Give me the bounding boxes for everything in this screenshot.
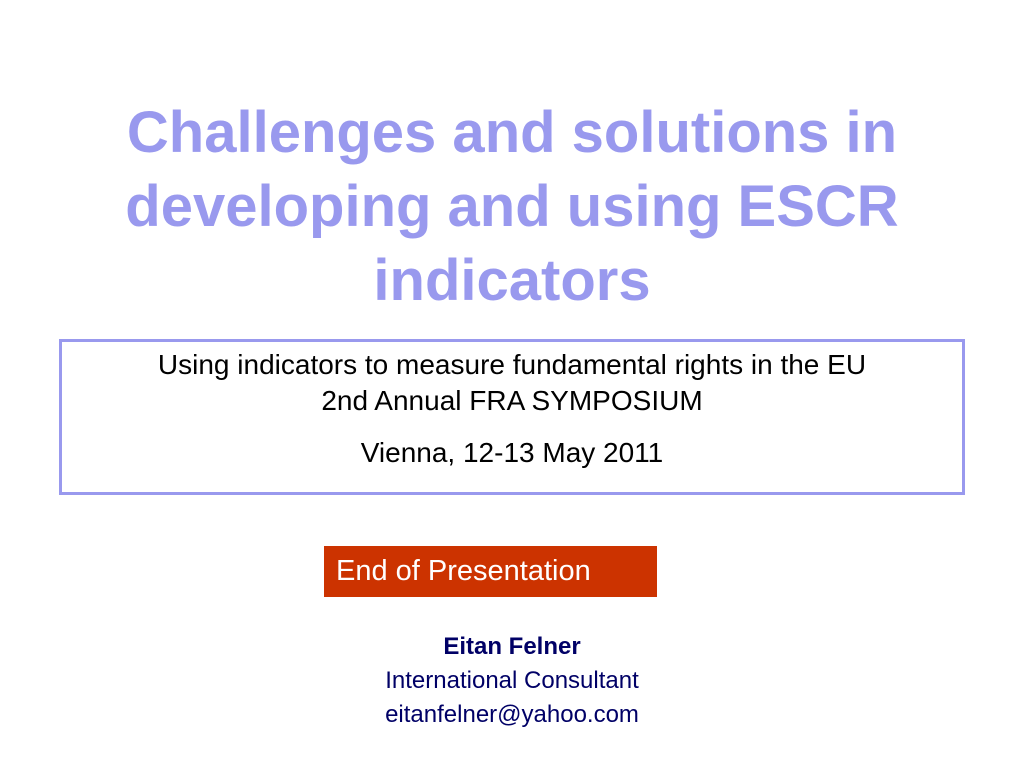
- subtitle-box: Using indicators to measure fundamental …: [59, 339, 965, 495]
- symposium-name: 2nd Annual FRA SYMPOSIUM: [321, 385, 703, 416]
- event-title: Using indicators to measure fundamental …: [157, 349, 867, 380]
- slide-title: Challenges and solutions in developing a…: [40, 96, 984, 318]
- title-line: developing and using ESCR: [125, 174, 899, 239]
- title-line: indicators: [373, 248, 651, 313]
- author-name: Eitan Felner: [443, 633, 581, 660]
- author-email: eitanfelner@yahoo.com: [385, 701, 639, 728]
- author-role: International Consultant: [385, 667, 639, 694]
- author-info: Eitan Felner International Consultant ei…: [0, 630, 1024, 732]
- title-line: Challenges and solutions in: [126, 100, 898, 165]
- end-of-presentation-banner: End of Presentation: [324, 546, 657, 597]
- event-date-location: Vienna, 12-13 May 2011: [360, 437, 664, 468]
